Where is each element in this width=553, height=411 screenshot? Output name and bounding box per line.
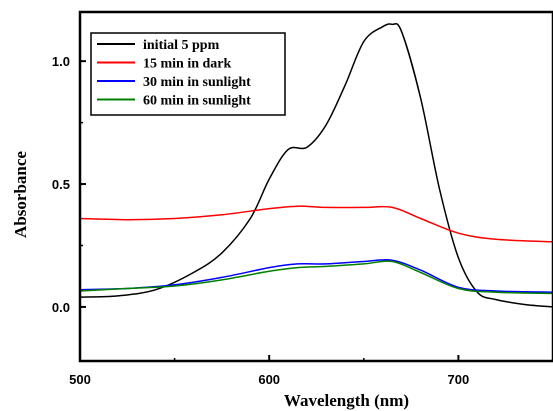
legend-label-2: 30 min in sunlight xyxy=(143,75,251,90)
legend-box xyxy=(90,32,286,116)
legend-label-0: initial 5 ppm xyxy=(143,38,220,53)
x-tick-label-0: 500 xyxy=(69,372,91,387)
legend-label-3: 60 min in sunlight xyxy=(143,94,251,109)
x-tick-label-2: 700 xyxy=(448,372,470,387)
y-tick-label-1: 0.5 xyxy=(52,177,70,192)
series-line-2 xyxy=(80,258,553,293)
x-tick-label-1: 600 xyxy=(258,372,280,387)
y-axis-title: Absorbance xyxy=(11,151,30,238)
x-axis-title: Wavelength (nm) xyxy=(284,391,409,410)
series-line-3 xyxy=(80,260,553,295)
legend-label-1: 15 min in dark xyxy=(143,57,232,72)
series-line-1 xyxy=(80,205,553,243)
plot-frame xyxy=(78,10,553,363)
y-tick-label-0: 0.0 xyxy=(52,300,70,315)
series-line-0 xyxy=(80,22,553,308)
y-tick-label-2: 1.0 xyxy=(52,54,70,69)
